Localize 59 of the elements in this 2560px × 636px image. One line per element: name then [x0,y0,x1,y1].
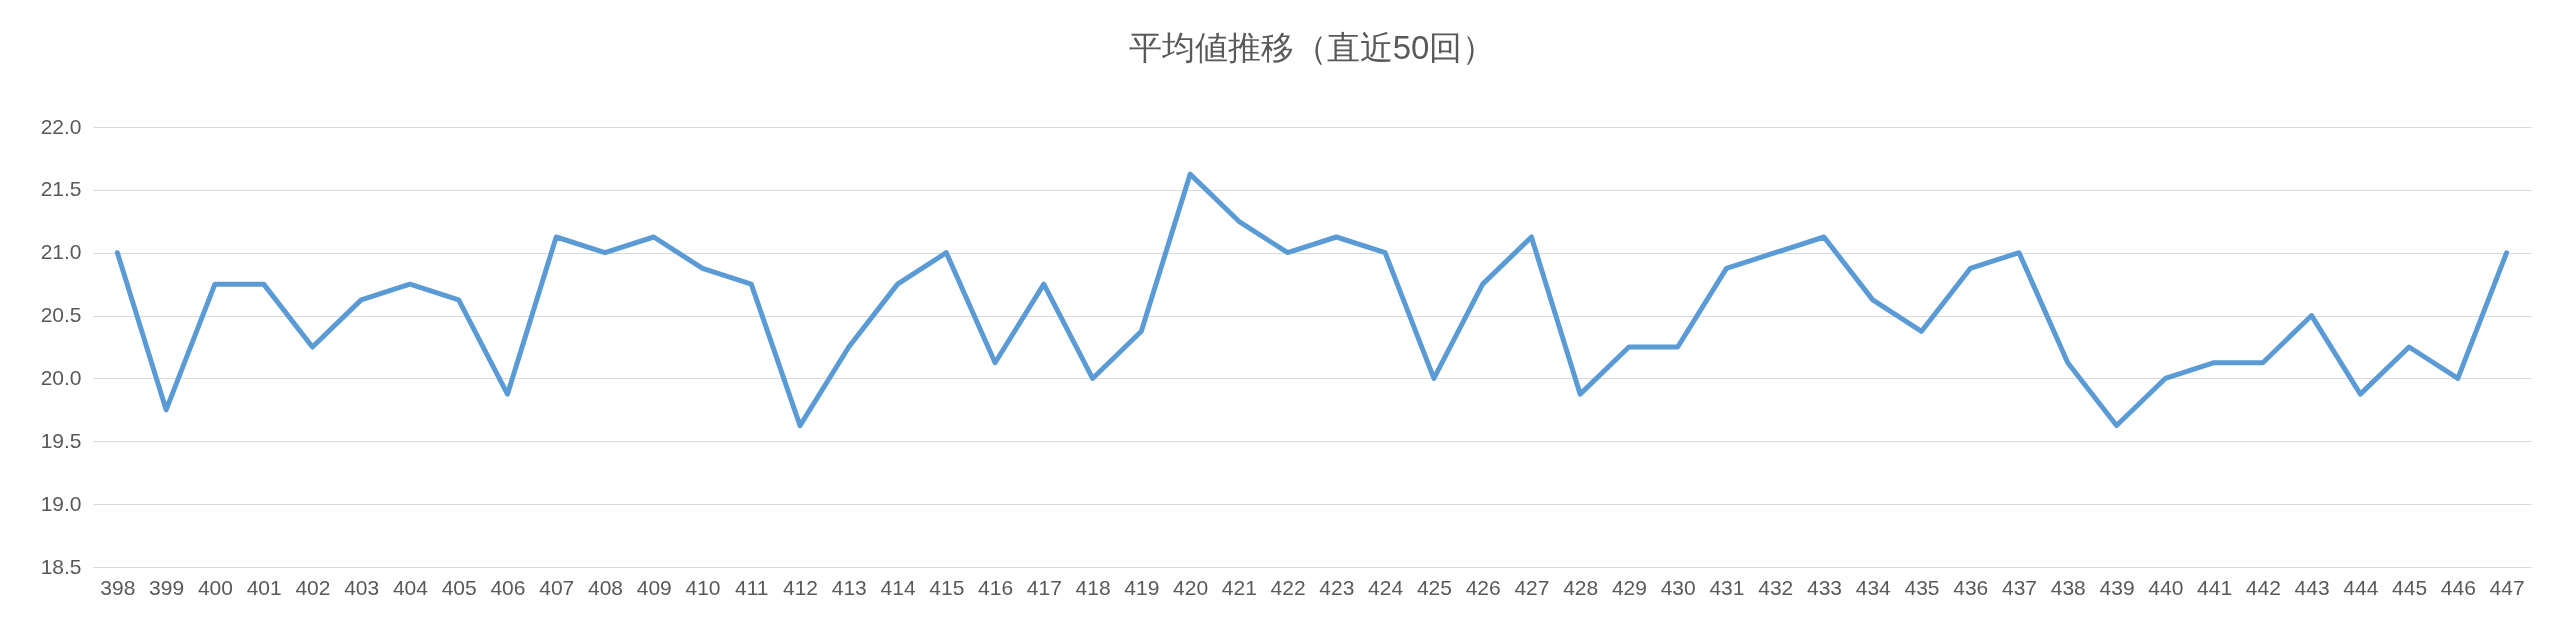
x-tick-label: 420 [1173,575,1209,599]
x-tick-label: 415 [929,575,965,599]
x-tick-label: 442 [2245,575,2281,599]
x-tick-label: 417 [1026,575,1062,599]
x-tick-label: 402 [295,575,331,599]
y-tick-label: 21.0 [40,240,82,264]
x-tick-label: 411 [735,575,769,599]
x-tick-label: 418 [1075,575,1111,599]
x-tick-label: 419 [1124,575,1160,599]
x-tick-label: 413 [831,575,867,599]
x-tick-label: 431 [1709,575,1745,599]
x-tick-label: 435 [1904,575,1940,599]
x-tick-label: 436 [1953,575,1989,599]
x-tick-label: 400 [197,575,233,599]
x-tick-label: 429 [1611,575,1647,599]
x-tick-label: 423 [1319,575,1355,599]
y-tick-label: 22.0 [40,114,82,138]
x-tick-label: 406 [490,575,526,599]
x-tick-label: 399 [149,575,185,599]
x-tick-label: 398 [100,575,136,599]
x-tick-label: 441 [2197,575,2233,599]
x-tick-label: 437 [2002,575,2038,599]
x-tick-label: 425 [1416,575,1452,599]
y-tick-label: 18.5 [40,554,82,578]
x-tick-label: 447 [2489,575,2525,599]
x-tick-label: 409 [636,575,672,599]
x-tick-label: 407 [539,575,575,599]
x-tick-label: 401 [246,575,282,599]
y-tick-label: 19.5 [40,428,82,452]
x-tick-label: 422 [1270,575,1306,599]
x-tick-label: 434 [1855,575,1892,599]
y-tick-label: 21.5 [40,177,82,201]
x-tick-label: 433 [1806,575,1842,599]
x-tick-label: 427 [1514,575,1550,599]
x-tick-label: 443 [2294,575,2330,599]
x-tick-label: 405 [441,575,477,599]
x-tick-label: 404 [392,575,429,599]
x-tick-label: 412 [783,575,819,599]
chart-title: 平均値推移（直近50回） [1128,29,1496,66]
y-tick-label: 19.0 [40,491,82,515]
x-tick-label: 403 [344,575,380,599]
y-tick-label: 20.0 [40,365,82,389]
x-tick-label: 430 [1660,575,1696,599]
x-tick-label: 408 [587,575,623,599]
x-tick-label: 428 [1563,575,1599,599]
y-tick-label: 20.5 [40,303,82,327]
x-tick-label: 438 [2050,575,2086,599]
x-tick-label: 410 [685,575,721,599]
x-tick-label: 439 [2099,575,2135,599]
x-tick-label: 446 [2440,575,2476,599]
x-tick-label: 445 [2392,575,2428,599]
x-tick-label: 414 [880,575,916,599]
x-tick-label: 426 [1465,575,1501,599]
x-tick-label: 440 [2148,575,2184,599]
x-tick-label: 432 [1758,575,1794,599]
x-tick-label: 444 [2343,575,2379,599]
x-tick-label: 421 [1221,575,1257,599]
x-tick-label: 424 [1368,575,1404,599]
x-tick-label: 416 [978,575,1014,599]
